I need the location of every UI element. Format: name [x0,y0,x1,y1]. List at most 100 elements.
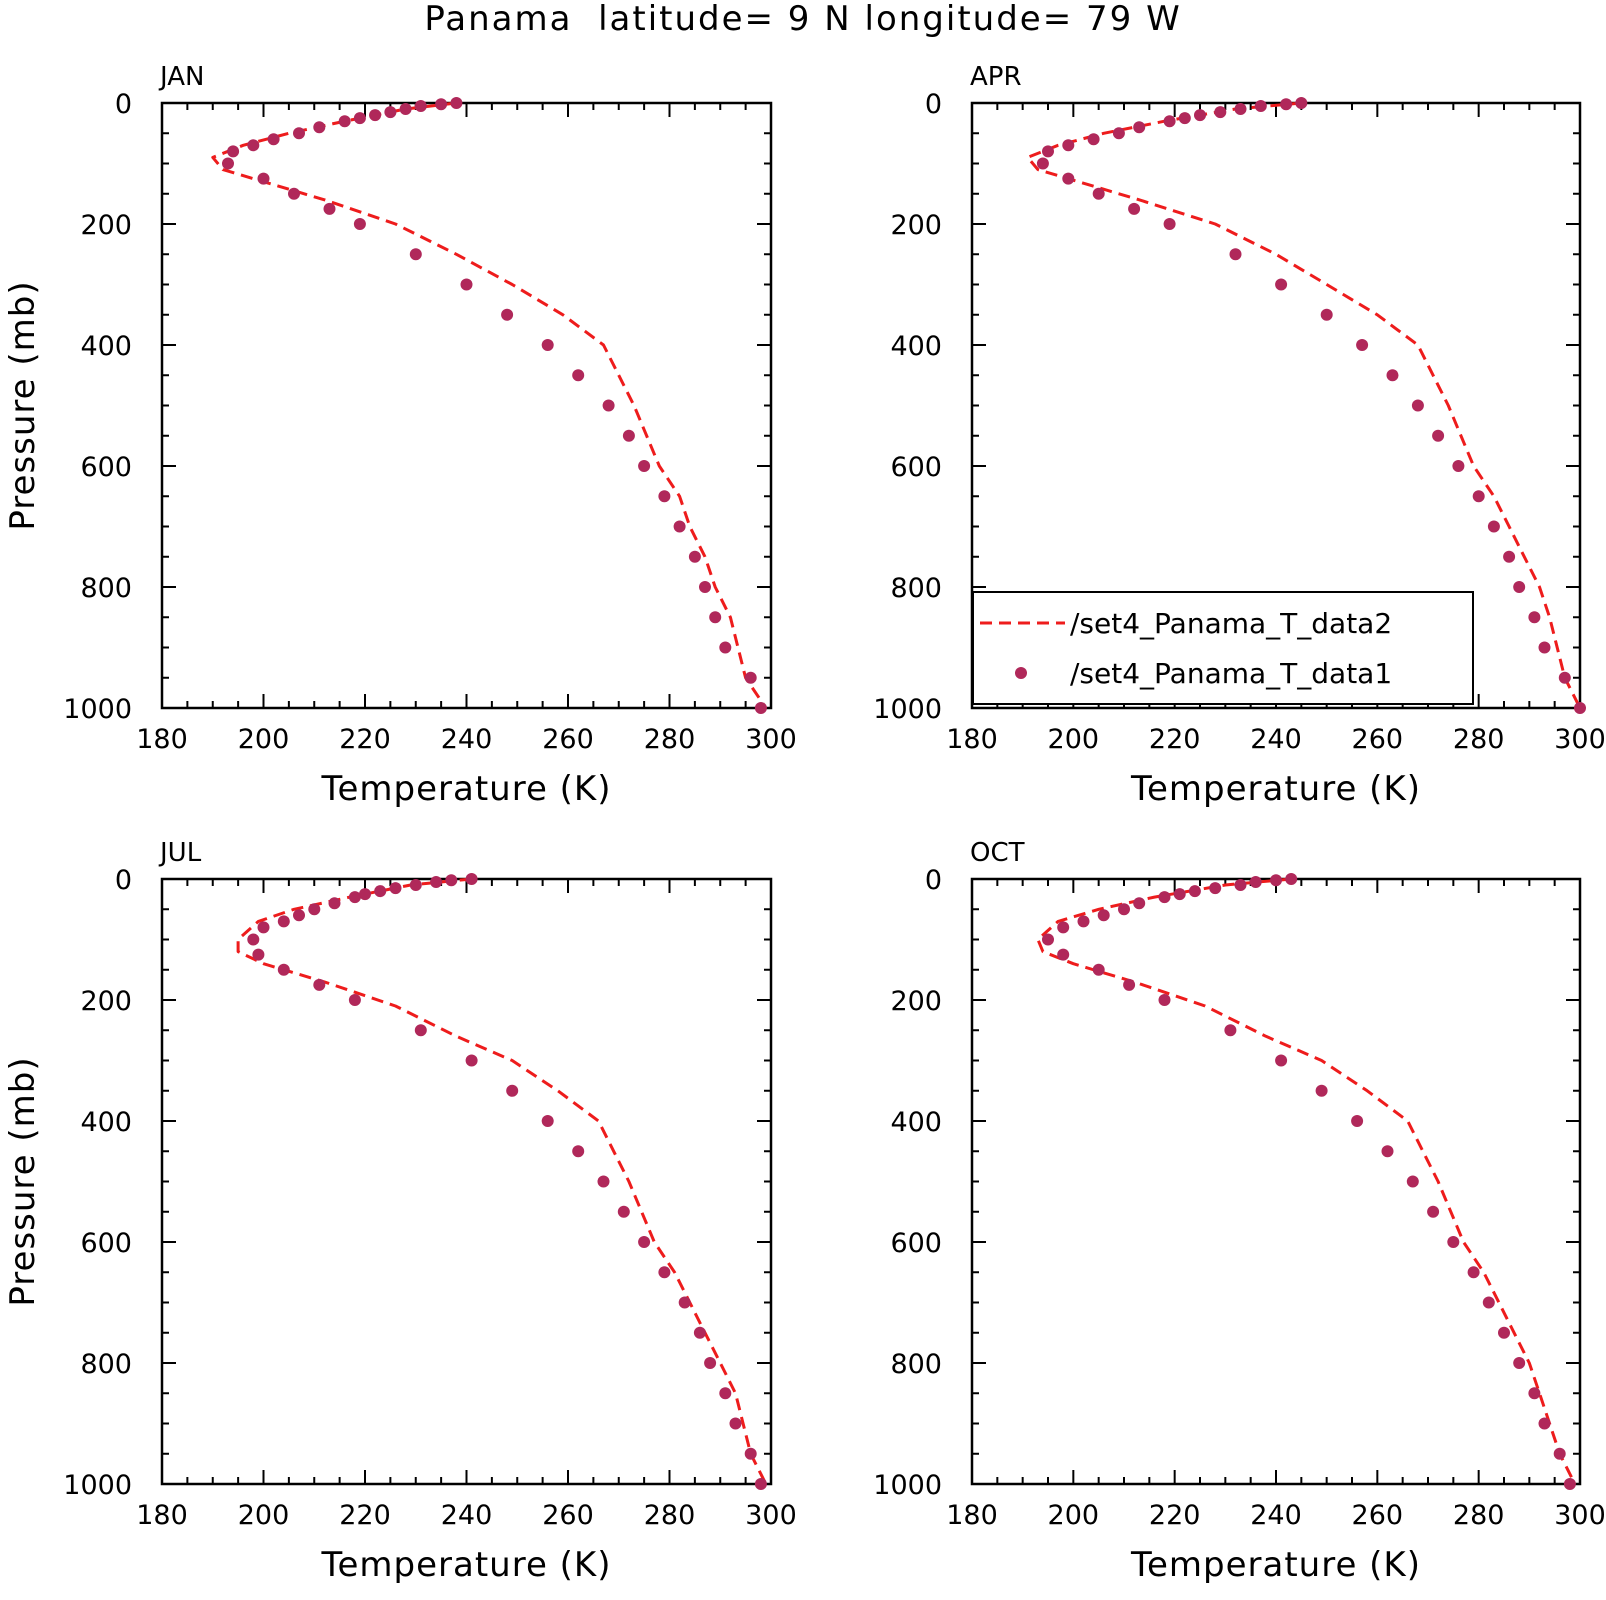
series-line-data2 [236,877,768,1485]
x-tick-label: 180 [136,724,188,755]
data-point-data1 [1036,157,1049,170]
data-point-data1 [1381,1145,1394,1158]
x-tick-label: 180 [136,1500,188,1531]
y-tick-label: 400 [890,1107,942,1138]
x-tick-label: 240 [1250,724,1302,755]
x-tick-label: 280 [1453,724,1505,755]
x-tick-label: 280 [1453,1500,1505,1531]
panel-jul: 180 200 220 240 260 280 300 0 200 400 600 800 1000 Te… [3,838,797,1585]
data-point-data1 [465,873,478,885]
data-point-data1 [288,187,300,200]
y-tick-label: 1000 [873,1470,942,1501]
panel-label: APR [970,62,1022,92]
data-point-data1 [1249,876,1262,888]
data-point-data1 [338,115,351,128]
panel-oct: 180 200 220 240 260 280 300 0 200 400 600 800 1000 Te… [873,838,1605,1585]
data-point-data1 [1452,460,1465,472]
data-point-data1 [1188,885,1201,898]
y-tick-label: 0 [925,865,942,896]
x-tick-label: 260 [1352,1500,1404,1531]
x-tick-label: 300 [745,724,797,755]
data-point-data1 [1411,399,1424,412]
x-tick-label: 220 [1149,724,1201,755]
x-tick-label: 300 [1554,724,1606,755]
data-point-data1 [430,876,443,888]
data-point-data1 [1062,139,1075,152]
legend-label-data1: /set4_Panama_T_data1 [1070,657,1392,690]
y-tick-label: 800 [890,573,942,604]
y-tick-label: 1000 [63,694,132,725]
data-point-data1 [293,909,305,922]
data-point-data1 [328,897,341,910]
y-tick-label: 200 [890,210,942,241]
data-point-data1 [247,933,260,946]
x-tick-label: 200 [238,1500,290,1531]
data-point-data1 [744,671,757,684]
x-tick-label: 220 [339,724,391,755]
legend: /set4_Panama_T_data2 /set4_Panama_T_data… [972,591,1474,705]
data-point-data1 [293,127,305,140]
data-point-data1 [541,1115,554,1127]
data-point-data1 [678,1296,691,1309]
y-tick-label: 600 [890,452,942,483]
data-point-data1 [1538,1417,1551,1430]
data-point-data1 [1315,1084,1328,1097]
data-point-data1 [222,157,234,170]
panel-label: OCT [970,838,1025,868]
y-tick-label: 400 [80,331,132,362]
data-point-data1 [247,139,260,152]
data-point-data1 [729,1417,742,1430]
series-line-data2 [211,101,768,709]
y-tick-label: 200 [890,986,942,1017]
data-point-data1 [399,103,412,115]
data-point-data1 [638,460,651,472]
data-point-data1 [1214,106,1227,119]
data-point-data1 [277,963,290,976]
data-point-data1 [323,202,336,215]
data-point-data1 [1386,369,1399,382]
plot-frame [160,101,773,710]
data-point-data1 [719,1387,732,1400]
legend-box [972,591,1474,705]
data-point-data1 [597,1175,610,1188]
data-point-data1 [1275,278,1288,291]
data-point-data1 [1513,581,1526,593]
data-point-data1 [1275,1054,1288,1067]
panel-jan: 180 200 220 240 260 280 300 0 200 400 600 800 1000 Te… [3,62,797,809]
y-tick-label: 1000 [873,694,942,725]
data-point-data1 [1194,109,1206,122]
data-point-data1 [754,1478,767,1490]
data-point-data1 [501,308,514,321]
data-point-data1 [1254,100,1267,112]
data-point-data1 [1209,882,1222,895]
data-point-data1 [1553,1447,1566,1460]
data-point-data1 [1128,202,1141,215]
data-point-data1 [673,520,686,533]
data-point-data1 [1528,1387,1541,1400]
x-tick-label: 300 [1554,1500,1606,1531]
data-point-data1 [1057,921,1070,934]
x-axis-title: Temperature (K) [320,769,611,809]
data-point-data1 [1427,1205,1440,1218]
x-axis-title: Temperature (K) [1130,769,1421,809]
data-point-data1 [1406,1175,1419,1188]
x-tick-label: 200 [1048,724,1100,755]
y-tick-label: 1000 [63,1470,132,1501]
data-point-data1 [409,879,422,891]
x-tick-label: 260 [1352,724,1404,755]
y-tick-label: 200 [80,986,132,1017]
x-tick-label: 220 [339,1500,391,1531]
data-point-data1 [699,581,711,593]
plot-frame [160,877,773,1486]
data-point-data1 [227,145,240,158]
data-point-data1 [1057,948,1070,961]
data-point-data1 [541,339,554,351]
data-point-data1 [602,399,615,412]
data-point-data1 [1178,112,1191,125]
data-point-data1 [617,1205,630,1218]
data-point-data1 [1432,429,1445,442]
data-point-data1 [754,702,767,714]
y-axis-title: Pressure (mb) [3,280,43,530]
data-point-data1 [389,882,402,895]
data-point-data1 [658,490,671,503]
